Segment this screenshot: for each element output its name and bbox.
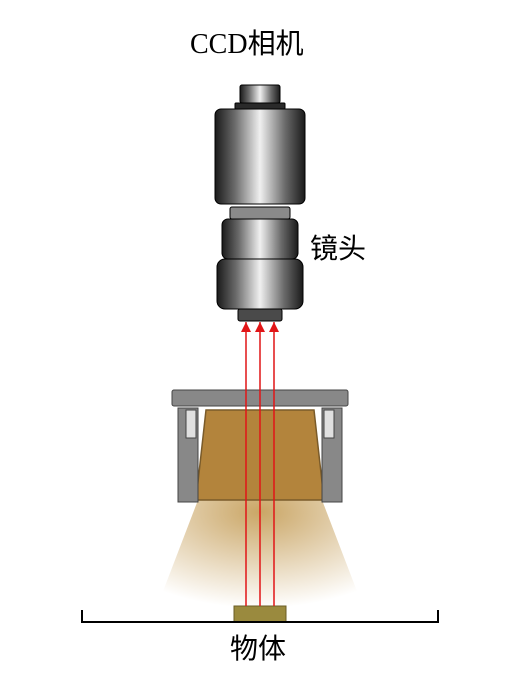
lens-upper [222,219,298,259]
diagram-svg [0,0,519,675]
camera-top-band [235,103,285,109]
camera-label: CCD相机 [190,22,304,62]
object-block [234,606,286,622]
light-rays [241,322,279,606]
lens-tip [238,309,282,321]
diagram-container: CCD相机 镜头 物体 [0,0,519,675]
camera-mid-band [230,207,290,219]
ccd-camera [215,85,305,321]
object-label: 物体 [230,627,286,667]
camera-top-block [240,85,280,103]
camera-body [215,109,305,204]
lens-label: 镜头 [310,227,366,267]
lens-lower [217,259,303,309]
housing-slot-right [324,410,334,438]
housing-slot-left [186,410,196,438]
